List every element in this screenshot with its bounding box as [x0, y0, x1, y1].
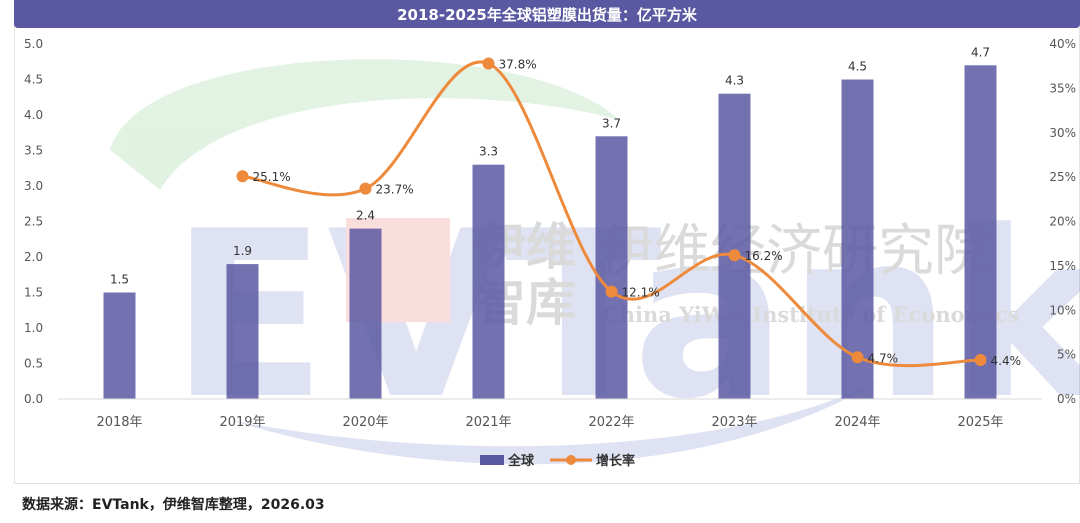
growth-label-6: 4.7%: [868, 351, 899, 365]
y-right-tick: 25%: [1049, 170, 1076, 184]
bar-6: [841, 79, 874, 399]
bar-1: [226, 264, 259, 399]
bar-0: [103, 292, 136, 399]
y-left-tick: 4.5: [24, 73, 43, 87]
bar-label-3: 3.3: [479, 145, 498, 159]
x-tick-3: 2021年: [465, 415, 511, 430]
y-axis-right: 0% 5% 10% 15% 20% 25% 30% 35% 40%: [1049, 37, 1076, 406]
y-right-tick: 0%: [1057, 392, 1076, 406]
watermark-institute-en: China YiWei Institute of Economics: [603, 302, 1019, 327]
y-axis-left: 0.0 0.5 1.0 1.5 2.0 2.5 3.0 3.5 4.0 4.5 5.0: [24, 37, 43, 406]
y-left-tick: 0.5: [24, 357, 43, 371]
y-left-tick: 3.0: [24, 179, 43, 193]
growth-point-6: [851, 351, 864, 364]
growth-point-3: [482, 57, 495, 70]
watermark-institute-cn: 伊维经济研究院: [598, 219, 990, 284]
x-tick-7: 2025年: [957, 415, 1003, 430]
bar-label-6: 4.5: [848, 60, 867, 74]
y-left-tick: 1.0: [24, 321, 43, 335]
growth-label-1: 25.1%: [253, 170, 291, 184]
watermark: EVTank 伊维 智库 伊维经济研究院 China YiWei Institu…: [110, 59, 1080, 465]
y-left-tick: 2.5: [24, 215, 43, 229]
y-left-tick: 4.0: [24, 108, 43, 122]
growth-label-5: 16.2%: [745, 249, 783, 263]
growth-point-2: [359, 182, 372, 195]
watermark-swoosh-lower: [230, 380, 880, 465]
legend: 全球 增长率: [480, 453, 635, 469]
y-left-tick: 2.0: [24, 250, 43, 264]
bar-3: [472, 164, 505, 399]
watermark-swoosh: [110, 59, 620, 190]
chart-title: 2018-2025年全球铝塑膜出货量：亿平方米: [14, 0, 1080, 28]
x-tick-6: 2024年: [834, 415, 880, 430]
source-note: 数据来源：EVTank，伊维智库整理，2026.03: [22, 497, 325, 513]
bar-2: [349, 228, 382, 399]
growth-label-4: 12.1%: [622, 286, 660, 300]
growth-point-7: [974, 353, 987, 366]
growth-point-5: [728, 249, 741, 262]
bar-4: [595, 136, 628, 400]
y-right-tick: 30%: [1049, 126, 1076, 140]
y-right-tick: 10%: [1049, 303, 1076, 317]
x-tick-1: 2019年: [219, 415, 265, 430]
y-right-tick: 35%: [1049, 81, 1076, 95]
chart-frame: [14, 0, 1080, 484]
growth-point-1: [236, 170, 249, 183]
x-tick-4: 2022年: [588, 415, 634, 430]
bar-labels: 1.5 1.9 2.4 3.3 3.7 4.3 4.5 4.7: [110, 45, 990, 286]
y-right-tick: 40%: [1049, 37, 1076, 51]
growth-label-7: 4.4%: [991, 354, 1022, 368]
bar-7: [964, 65, 997, 400]
line-series: 25.1% 23.7% 37.8% 12.1% 16.2% 4.7% 4.4%: [236, 57, 1022, 368]
x-axis: 2018年 2019年 2020年 2021年 2022年 2023年 2024年 2025年: [58, 398, 1042, 430]
y-right-tick: 5%: [1057, 348, 1076, 362]
bar-5: [718, 93, 751, 399]
x-tick-0: 2018年: [96, 415, 142, 430]
growth-point-4: [605, 285, 618, 298]
legend-swatch-bar: [480, 455, 504, 465]
x-tick-2: 2020年: [342, 415, 388, 430]
y-left-tick: 3.5: [24, 144, 43, 158]
bar-label-1: 1.9: [233, 244, 252, 258]
y-left-tick: 1.5: [24, 286, 43, 300]
legend-swatch-marker: [566, 455, 576, 465]
bar-label-4: 3.7: [602, 116, 621, 130]
growth-label-3: 37.8%: [499, 58, 537, 72]
growth-label-2: 23.7%: [376, 183, 414, 197]
bar-label-2: 2.4: [356, 209, 375, 223]
x-tick-5: 2023年: [711, 415, 757, 430]
y-right-tick: 20%: [1049, 215, 1076, 229]
legend-label-line: 增长率: [596, 453, 635, 469]
bar-series: [103, 65, 997, 400]
growth-line: [242, 60, 981, 368]
y-right-tick: 15%: [1049, 259, 1076, 273]
bar-label-0: 1.5: [110, 273, 129, 287]
bar-label-7: 4.7: [971, 45, 990, 59]
bar-label-5: 4.3: [725, 74, 744, 88]
legend-label-bar: 全球: [507, 453, 535, 469]
y-left-tick: 0.0: [24, 392, 43, 406]
chart-svg: EVTank 伊维 智库 伊维经济研究院 China YiWei Institu…: [24, 37, 1080, 469]
y-left-tick: 5.0: [24, 37, 43, 51]
